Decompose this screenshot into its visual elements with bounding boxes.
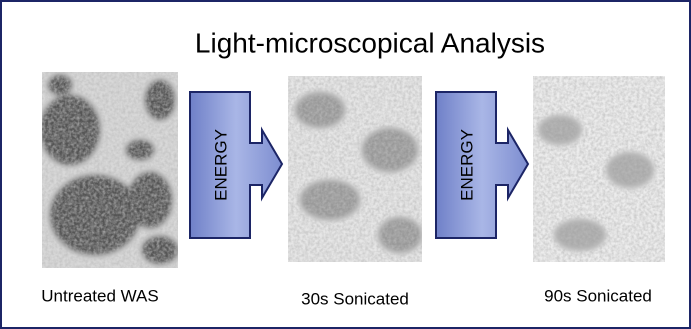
micrograph — [288, 76, 422, 262]
arrow-label: ENERGY — [457, 129, 476, 201]
arrow-label: ENERGY — [211, 129, 230, 201]
arrow: ENERGY — [436, 92, 528, 238]
arrow: ENERGY — [190, 92, 282, 238]
caption: 30s Sonicated — [301, 289, 409, 308]
micrograph — [533, 76, 665, 262]
caption: Untreated WAS — [41, 286, 158, 305]
slide: Light-microscopical Analysis ENERGY E — [0, 0, 691, 329]
title: Light-microscopical Analysis — [195, 27, 545, 58]
caption: 90s Sonicated — [544, 286, 652, 305]
micrograph — [40, 72, 178, 268]
